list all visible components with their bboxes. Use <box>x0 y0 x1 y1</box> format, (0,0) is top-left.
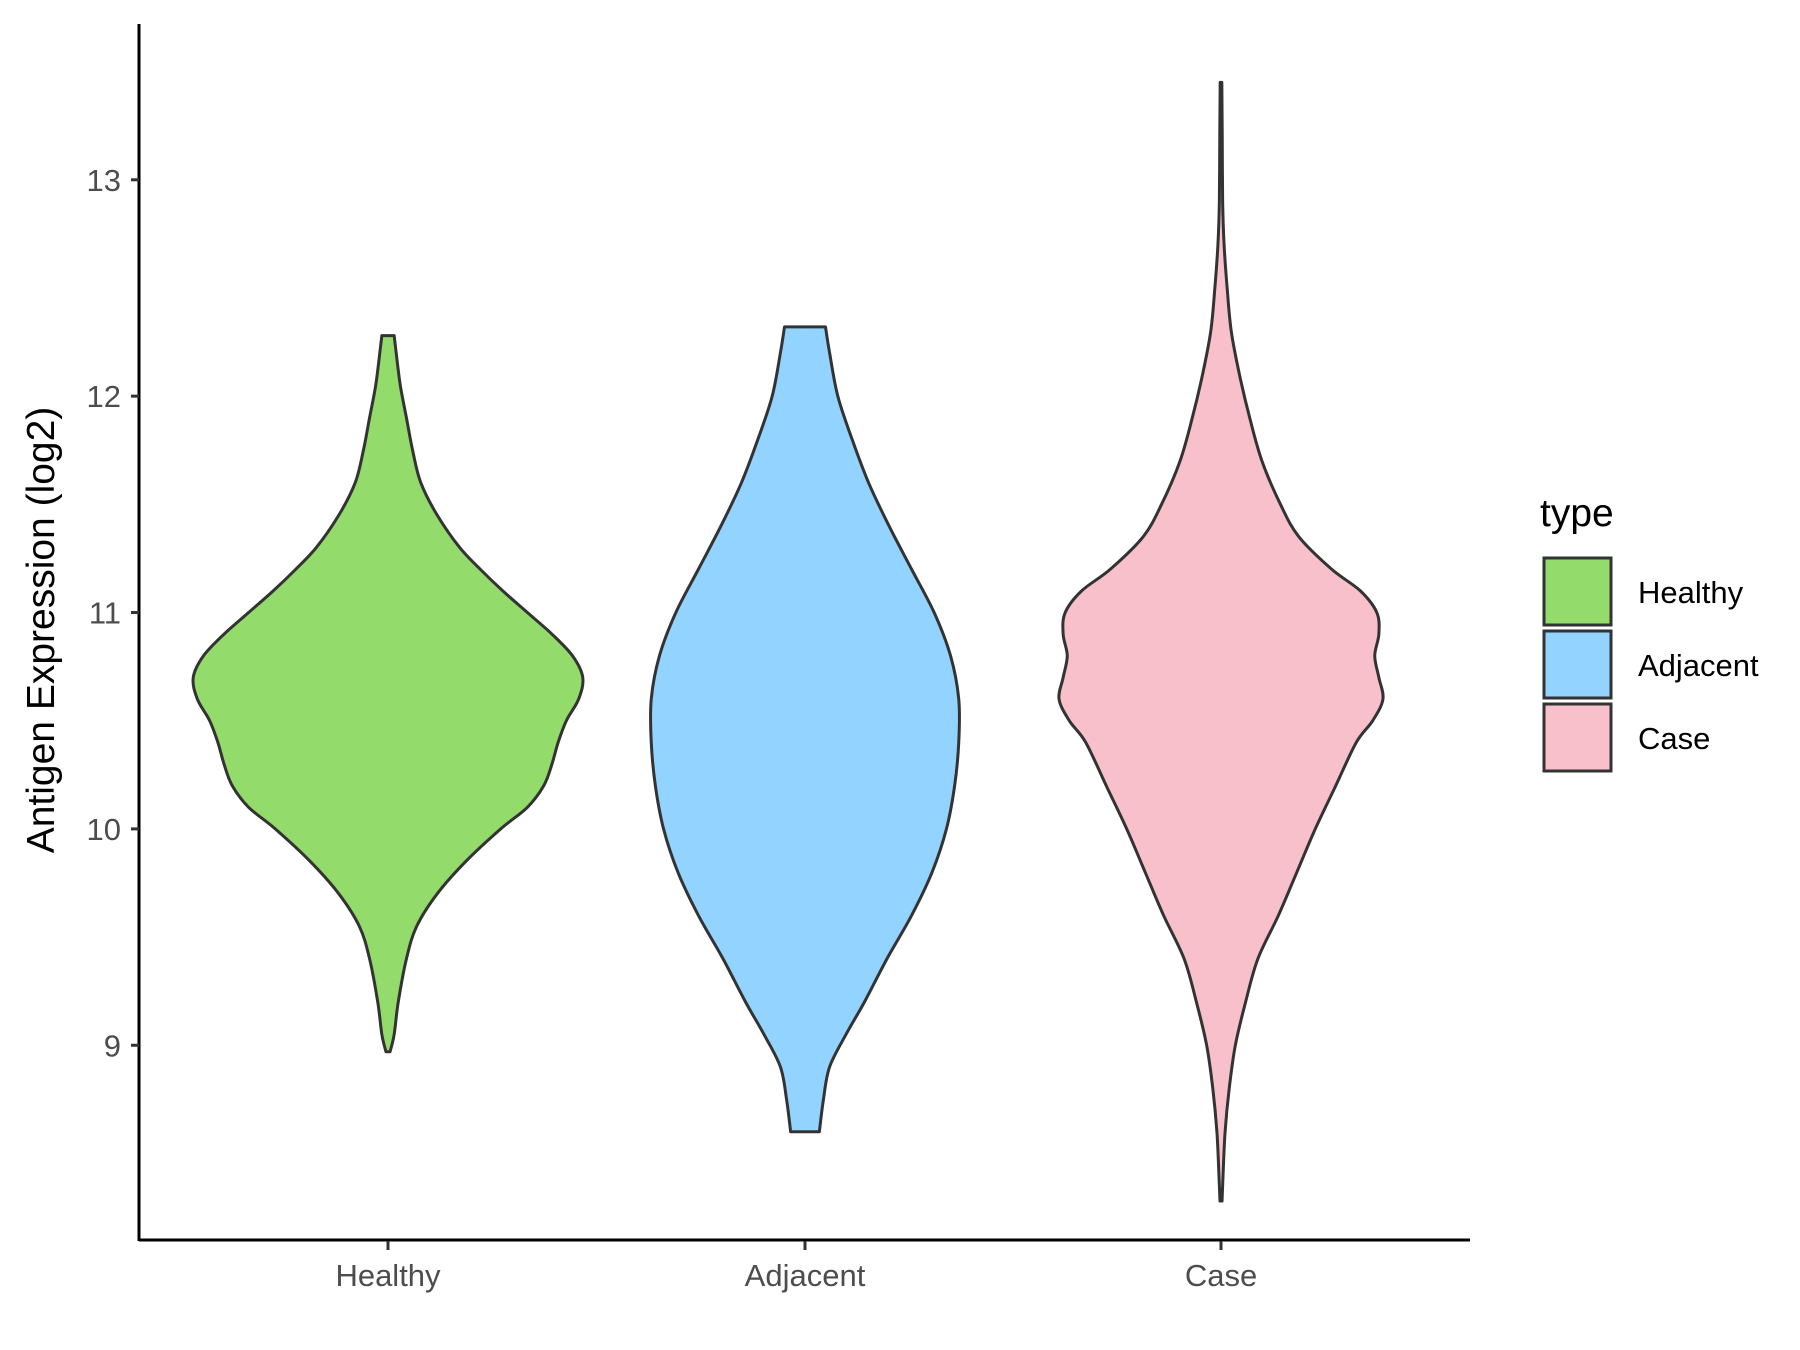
violin-case <box>1057 80 1385 1203</box>
violin-adjacent <box>648 325 962 1134</box>
y-tick-label: 9 <box>104 1028 121 1063</box>
legend: type Healthy Adjacent Case <box>1540 492 1759 773</box>
y-tick-label: 10 <box>87 812 121 847</box>
legend-label-healthy: Healthy <box>1638 575 1744 610</box>
legend-swatch-healthy <box>1542 556 1613 627</box>
y-axis-title: Antigen Expression (log2) <box>20 407 63 854</box>
x-tick-label: Adjacent <box>745 1258 866 1293</box>
y-ticks: 9 10 11 12 13 <box>87 163 139 1063</box>
x-ticks: Healthy Adjacent Case <box>335 1241 1257 1293</box>
y-tick-label: 11 <box>89 596 121 631</box>
legend-swatch-adjacent <box>1542 629 1613 700</box>
legend-swatch-case <box>1542 702 1613 773</box>
x-tick-label: Case <box>1185 1258 1257 1293</box>
y-tick-label: 12 <box>87 379 121 414</box>
violin-layer <box>191 80 1385 1203</box>
legend-title: type <box>1540 492 1614 535</box>
legend-label-case: Case <box>1638 721 1710 756</box>
x-tick-label: Healthy <box>335 1258 441 1293</box>
legend-label-adjacent: Adjacent <box>1638 648 1759 683</box>
y-tick-label: 13 <box>87 163 121 198</box>
axes <box>137 24 1470 1242</box>
violin-healthy <box>191 334 585 1054</box>
